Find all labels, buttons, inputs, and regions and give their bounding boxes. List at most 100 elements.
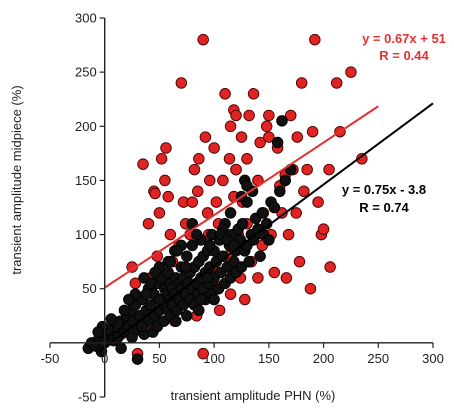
data-point bbox=[239, 293, 251, 306]
data-point bbox=[274, 185, 286, 198]
x-tick-label: -50 bbox=[41, 351, 60, 366]
data-point bbox=[195, 293, 207, 306]
x-tick-label: 300 bbox=[422, 351, 444, 366]
black-fit-r-value: R = 0.74 bbox=[359, 200, 409, 215]
red-trend-line bbox=[104, 105, 379, 289]
data-point bbox=[230, 109, 242, 122]
data-point bbox=[115, 342, 127, 355]
data-point bbox=[241, 180, 253, 192]
data-point bbox=[282, 228, 295, 241]
x-tick-label: 150 bbox=[258, 351, 280, 366]
data-point bbox=[254, 136, 266, 149]
data-point bbox=[280, 272, 293, 284]
data-point bbox=[188, 163, 201, 176]
data-point bbox=[235, 131, 248, 143]
data-point bbox=[317, 223, 330, 235]
axis-ticks bbox=[49, 17, 434, 398]
data-point bbox=[243, 109, 255, 122]
data-point bbox=[137, 158, 149, 170]
data-point bbox=[175, 77, 188, 89]
data-point bbox=[263, 131, 275, 143]
data-point bbox=[254, 250, 266, 262]
data-point bbox=[284, 109, 297, 122]
data-point bbox=[224, 120, 237, 133]
data-point bbox=[236, 217, 249, 230]
y-tick-label: 50 bbox=[82, 281, 96, 296]
data-point bbox=[268, 201, 281, 214]
data-point bbox=[179, 261, 192, 273]
data-point bbox=[105, 313, 118, 325]
data-point bbox=[241, 153, 253, 165]
data-point bbox=[247, 88, 260, 100]
data-point bbox=[162, 190, 174, 203]
y-tick-label: 200 bbox=[75, 119, 97, 134]
data-point bbox=[136, 320, 148, 333]
data-point bbox=[193, 153, 205, 165]
data-point bbox=[181, 310, 193, 322]
data-point bbox=[298, 185, 310, 198]
data-point bbox=[312, 196, 324, 208]
data-point bbox=[199, 131, 212, 143]
data-point bbox=[197, 347, 209, 360]
data-point bbox=[208, 142, 220, 154]
data-point bbox=[149, 266, 161, 279]
x-tick-label: 250 bbox=[367, 351, 389, 366]
y-tick-label: -50 bbox=[78, 390, 97, 405]
data-point bbox=[140, 288, 153, 300]
data-point bbox=[155, 153, 168, 165]
data-point bbox=[219, 88, 231, 100]
data-point bbox=[204, 239, 216, 252]
data-point bbox=[190, 228, 203, 241]
red-fit-equation: y = 0.67x + 51 bbox=[362, 31, 446, 46]
data-point bbox=[243, 255, 255, 268]
data-point bbox=[159, 174, 171, 187]
data-point bbox=[345, 66, 357, 78]
data-point bbox=[356, 153, 368, 165]
data-point bbox=[204, 174, 216, 187]
data-point bbox=[191, 185, 204, 198]
red-fit-r-value: R = 0.44 bbox=[379, 48, 429, 63]
data-point bbox=[293, 255, 306, 268]
data-point bbox=[210, 196, 223, 208]
data-point bbox=[144, 299, 157, 311]
data-point bbox=[201, 272, 214, 284]
black-fit-equation: y = 0.75x - 3.8 bbox=[342, 182, 426, 197]
data-point bbox=[291, 131, 304, 143]
data-point bbox=[164, 228, 177, 241]
data-point bbox=[153, 207, 166, 219]
data-point bbox=[186, 196, 199, 208]
data-point bbox=[193, 304, 205, 317]
data-point bbox=[92, 326, 104, 338]
data-point bbox=[123, 293, 135, 306]
y-tick-labels: -50050100150200250300 bbox=[75, 11, 97, 405]
data-point bbox=[271, 136, 284, 149]
axes bbox=[50, 18, 433, 397]
data-point bbox=[263, 109, 275, 122]
data-point bbox=[276, 115, 288, 127]
data-point bbox=[131, 353, 144, 365]
data-point bbox=[230, 163, 242, 176]
data-point bbox=[309, 33, 321, 46]
y-tick-label: 100 bbox=[75, 227, 97, 242]
data-point bbox=[301, 163, 313, 176]
data-point bbox=[256, 207, 269, 219]
data-point bbox=[306, 125, 319, 138]
data-point bbox=[213, 304, 226, 317]
data-point bbox=[223, 153, 236, 165]
data-point bbox=[201, 207, 214, 219]
y-tick-label: 250 bbox=[75, 65, 97, 80]
data-point bbox=[164, 255, 177, 268]
data-point bbox=[181, 250, 193, 262]
data-point bbox=[263, 234, 275, 246]
data-point bbox=[224, 207, 237, 219]
black-trend-line bbox=[98, 102, 434, 352]
data-point bbox=[268, 266, 281, 279]
x-tick-label: 50 bbox=[152, 351, 166, 366]
data-point bbox=[224, 288, 237, 300]
data-point bbox=[324, 261, 336, 273]
data-point bbox=[295, 77, 308, 89]
data-point bbox=[197, 33, 209, 46]
data-point bbox=[153, 293, 166, 306]
x-axis-title: transient amplitude PHN (%) bbox=[171, 388, 336, 403]
